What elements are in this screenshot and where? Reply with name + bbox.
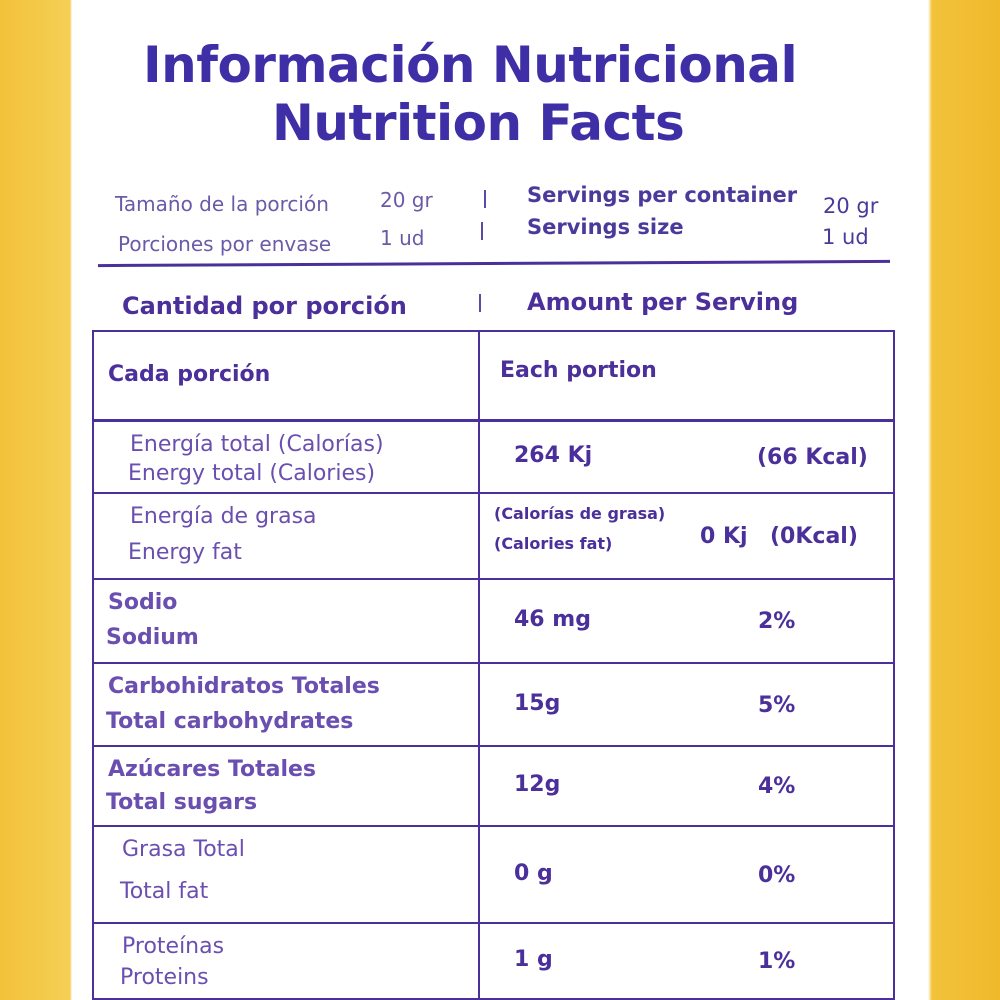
daily-value: 5% bbox=[758, 692, 796, 718]
serving-label: Servings size bbox=[527, 215, 684, 239]
nutrient-name: Energy total (Calories) bbox=[128, 461, 376, 486]
amount: 12g bbox=[514, 772, 561, 797]
nutrient-name: Sodium bbox=[106, 625, 199, 650]
daily-value: 1% bbox=[758, 949, 796, 974]
serving-value: 1 ud bbox=[822, 225, 869, 249]
daily-value: 2% bbox=[758, 609, 796, 634]
serving-label: Porciones por envase bbox=[118, 232, 332, 256]
nutrient-name: Carbohidratos Totales bbox=[108, 674, 380, 699]
nutrient-name: Total sugars bbox=[106, 790, 258, 815]
divider bbox=[97, 259, 891, 268]
amount: 15g bbox=[514, 690, 561, 716]
amount: 264 Kj bbox=[514, 443, 593, 468]
amount: 46 mg bbox=[514, 607, 591, 632]
serving-label: Tamaño de la porción bbox=[115, 192, 329, 216]
amount: 1 g bbox=[514, 947, 553, 972]
amount-en: Amount per Serving bbox=[527, 288, 799, 316]
serving-value: 20 gr bbox=[380, 188, 433, 212]
note: (Calories fat) bbox=[494, 534, 613, 553]
nutrient-name: Energía total (Calorías) bbox=[130, 432, 384, 457]
nutrient-name: Sodio bbox=[108, 590, 178, 615]
nutrient-name: Grasa Total bbox=[122, 837, 245, 862]
daily-value: 0% bbox=[758, 862, 796, 888]
daily-value: (66 Kcal) bbox=[757, 445, 868, 470]
amount: 0 Kj bbox=[700, 524, 748, 549]
note: (Calorías de grasa) bbox=[494, 504, 666, 523]
amount-es: Cantidad por porción bbox=[122, 292, 407, 320]
row-cell bbox=[478, 922, 895, 1000]
nutrition-table: Cada porción Each portion Energía total (C… bbox=[92, 330, 895, 1000]
daily-value: (0Kcal) bbox=[770, 524, 858, 549]
header-text: Each portion bbox=[500, 358, 657, 383]
title-en: Nutrition Facts bbox=[272, 94, 685, 152]
title-es: Información Nutricional bbox=[143, 36, 798, 94]
nutrient-name: Total carbohydrates bbox=[106, 708, 354, 734]
nutrient-name: Proteínas bbox=[122, 934, 225, 959]
serving-label: Servings per container bbox=[527, 183, 798, 207]
serving-value: 1 ud bbox=[380, 226, 425, 250]
nutrient-name: Energy fat bbox=[128, 540, 242, 565]
separator bbox=[479, 294, 481, 312]
nutrient-name: Proteins bbox=[120, 965, 209, 990]
amount: 0 g bbox=[514, 860, 553, 886]
header-text: Cada porción bbox=[108, 362, 271, 387]
daily-value: 4% bbox=[758, 774, 796, 799]
nutrient-name: Energía de grasa bbox=[130, 504, 317, 529]
nutrient-name: Azúcares Totales bbox=[108, 757, 317, 782]
nutrient-name: Total fat bbox=[120, 878, 209, 904]
separator bbox=[481, 222, 483, 240]
serving-value: 20 gr bbox=[823, 194, 879, 218]
separator bbox=[484, 190, 486, 208]
